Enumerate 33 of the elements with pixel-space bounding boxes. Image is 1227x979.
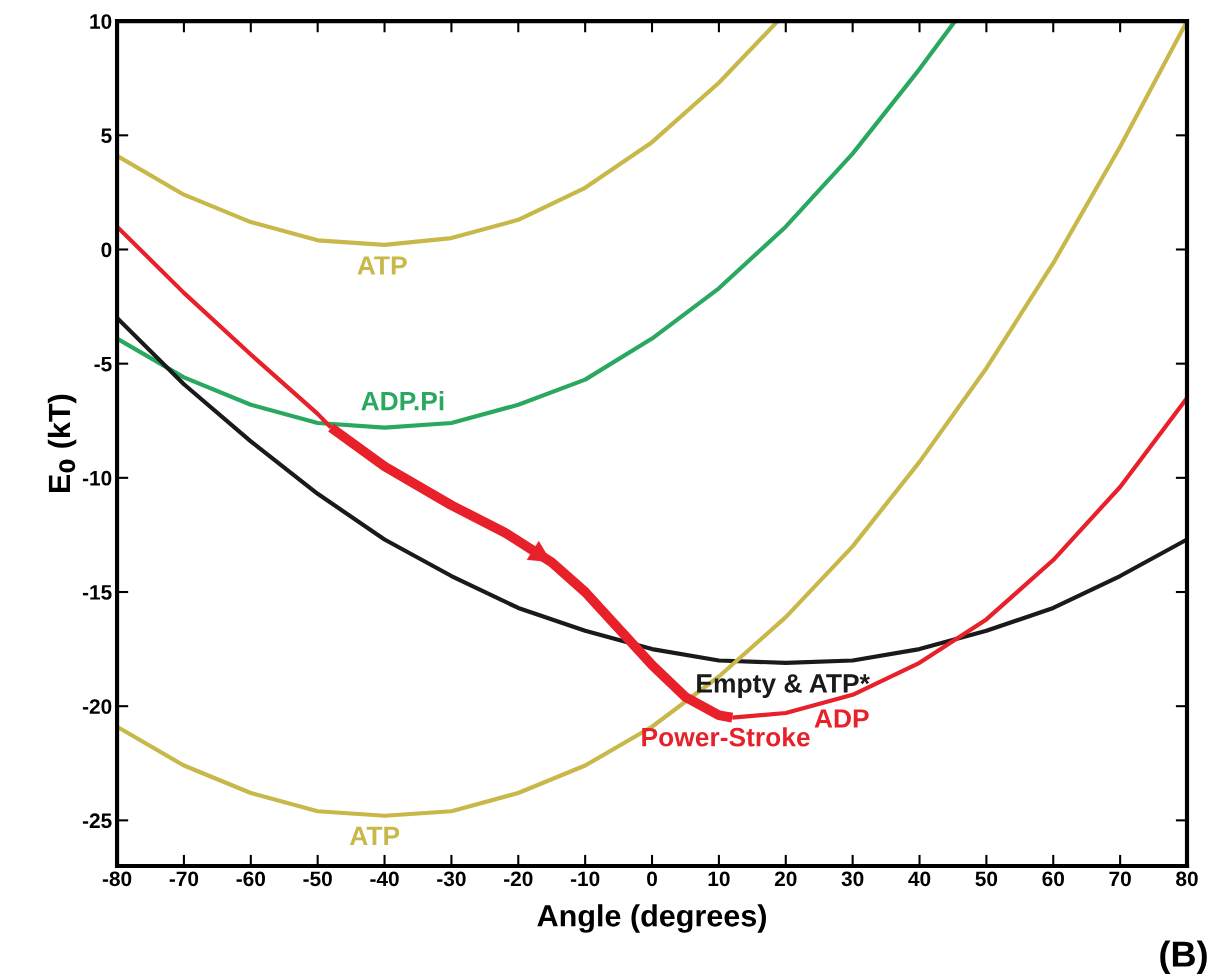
x-tick-label: 40 — [908, 871, 931, 887]
x-tick-label: 0 — [647, 871, 657, 887]
x-tick-label: -60 — [236, 871, 265, 887]
x-tick-label: 70 — [1109, 871, 1131, 887]
y-axis-title: E$_{0}$ (kT) — [47, 394, 77, 493]
series-label: Power-Stroke — [642, 727, 810, 747]
series-label: ADP — [814, 709, 869, 728]
x-tick-label: 80 — [1176, 871, 1198, 887]
x-axis-title: Angle (degrees) — [537, 904, 766, 933]
x-tick-label: 30 — [841, 871, 864, 887]
x-tick-label: -50 — [303, 871, 332, 887]
x-tick-label: -70 — [169, 871, 199, 887]
x-tick-label: 50 — [975, 871, 998, 887]
y-tick-label: 0 — [101, 242, 112, 258]
y-tick-label: -10 — [82, 470, 112, 486]
x-tick-label: -40 — [370, 871, 399, 887]
x-tick-label: -20 — [504, 871, 533, 887]
y-tick-label: -25 — [82, 813, 112, 829]
x-tick-label: 60 — [1042, 871, 1064, 887]
series-label: ATP — [357, 256, 407, 275]
series-label: ADP.Pi — [361, 391, 444, 411]
x-tick-label: -30 — [437, 871, 466, 887]
x-tick-label: -80 — [102, 871, 132, 887]
y-tick-label: -20 — [82, 699, 112, 714]
y-tick-label: -15 — [82, 585, 112, 600]
text: (B) — [1160, 940, 1207, 975]
x-tick-label: -10 — [570, 871, 600, 887]
series-label: ATP — [349, 826, 400, 845]
y-tick-label: 10 — [90, 14, 112, 29]
y-tick-label: -5 — [94, 356, 112, 372]
y-tick-label: 5 — [101, 128, 112, 144]
x-tick-label: 10 — [708, 871, 730, 887]
x-tick-label: 20 — [774, 871, 797, 887]
